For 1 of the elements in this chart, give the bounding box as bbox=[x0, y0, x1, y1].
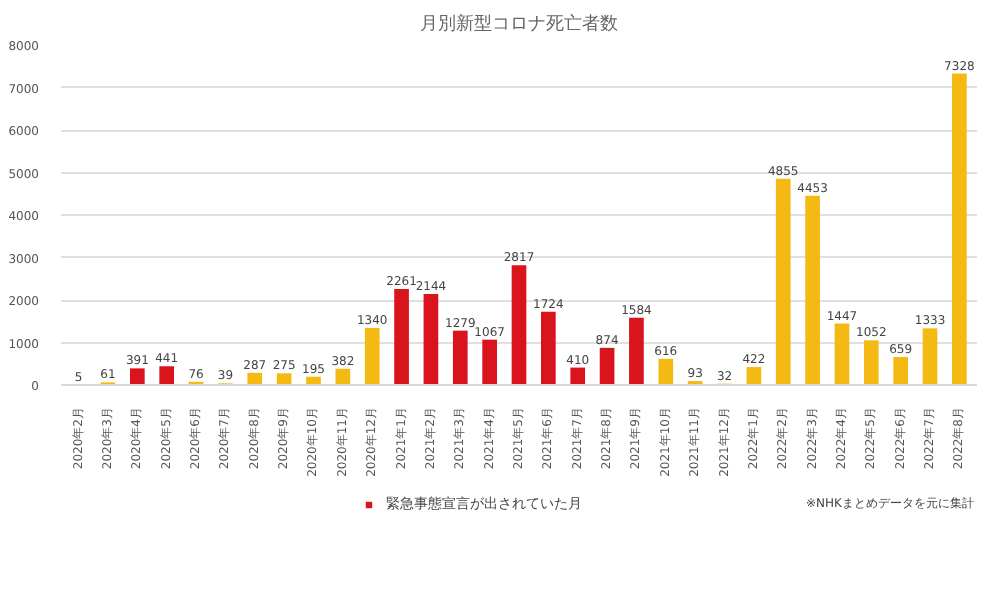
chart-title: 月別新型コロナ死亡者数 bbox=[420, 13, 618, 35]
